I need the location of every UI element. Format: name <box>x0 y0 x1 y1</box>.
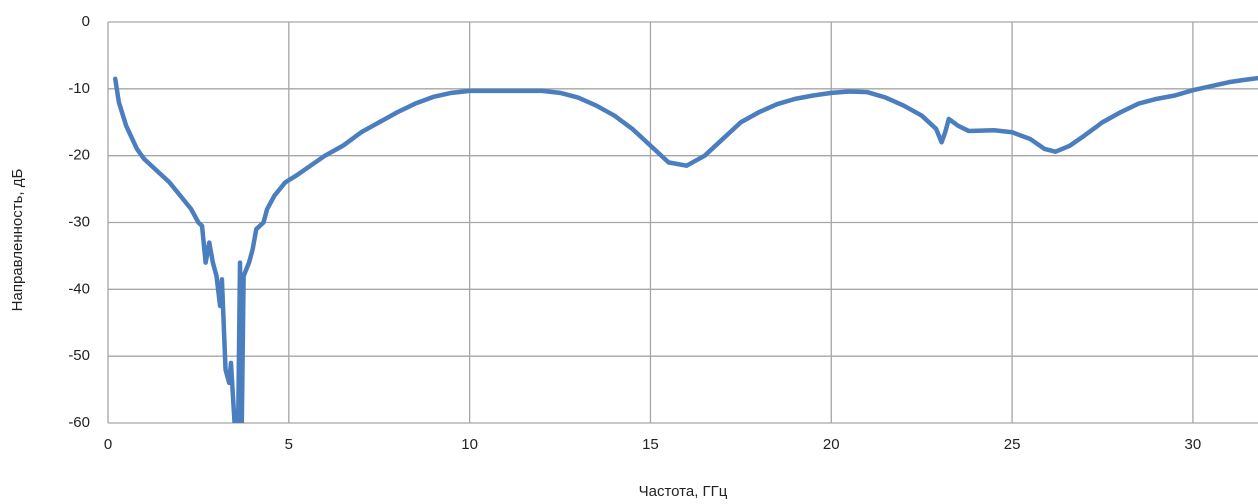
x-tick-label: 5 <box>285 436 293 453</box>
x-tick-label: 25 <box>1004 436 1021 453</box>
y-tick-label: -10 <box>68 80 90 97</box>
y-axis-label: Направленность, дБ <box>9 168 26 311</box>
x-tick-label: 10 <box>461 436 478 453</box>
data-line <box>112 75 1258 423</box>
y-tick-label: -60 <box>68 414 90 431</box>
x-tick-label: 30 <box>1185 436 1202 453</box>
x-tick-label: 20 <box>823 436 840 453</box>
x-tick-label: 0 <box>104 436 112 453</box>
y-tick-label: -50 <box>68 347 90 364</box>
y-tick-label: -40 <box>68 280 90 297</box>
x-axis-label: Частота, ГГц <box>639 483 728 500</box>
y-tick-label: -20 <box>68 147 90 164</box>
y-tick-label: -30 <box>68 213 90 230</box>
x-tick-label: 15 <box>642 436 659 453</box>
y-tick-label: 0 <box>82 13 90 30</box>
